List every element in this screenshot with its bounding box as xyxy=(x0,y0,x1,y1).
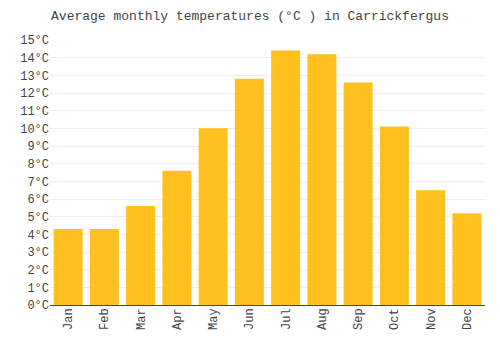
svg-text:11°C: 11°C xyxy=(20,105,49,119)
svg-text:3°C: 3°C xyxy=(27,246,49,260)
svg-text:Mar: Mar xyxy=(135,308,149,330)
svg-text:Feb: Feb xyxy=(98,308,112,330)
svg-text:12°C: 12°C xyxy=(20,87,49,101)
svg-text:4°C: 4°C xyxy=(27,229,49,243)
svg-text:Sep: Sep xyxy=(352,308,366,330)
svg-text:14°C: 14°C xyxy=(20,52,49,66)
svg-text:7°C: 7°C xyxy=(27,176,49,190)
svg-text:2°C: 2°C xyxy=(27,264,49,278)
svg-text:9°C: 9°C xyxy=(27,140,49,154)
svg-text:1°C: 1°C xyxy=(27,282,49,296)
svg-text:Nov: Nov xyxy=(425,308,439,330)
svg-text:Jul: Jul xyxy=(280,308,294,330)
svg-text:Apr: Apr xyxy=(171,308,185,330)
svg-text:Jan: Jan xyxy=(62,308,76,330)
svg-text:0°C: 0°C xyxy=(27,299,49,313)
svg-text:5°C: 5°C xyxy=(27,211,49,225)
svg-text:Aug: Aug xyxy=(316,308,330,330)
svg-text:8°C: 8°C xyxy=(27,158,49,172)
svg-text:13°C: 13°C xyxy=(20,70,49,84)
svg-text:Dec: Dec xyxy=(461,308,475,330)
svg-text:Oct: Oct xyxy=(388,308,402,330)
svg-text:Jun: Jun xyxy=(243,308,257,330)
svg-text:Average monthly temperatures (: Average monthly temperatures (°C ) in Ca… xyxy=(51,9,449,24)
svg-text:10°C: 10°C xyxy=(20,123,49,137)
svg-text:May: May xyxy=(207,308,221,330)
svg-text:15°C: 15°C xyxy=(20,34,49,48)
svg-text:6°C: 6°C xyxy=(27,193,49,207)
